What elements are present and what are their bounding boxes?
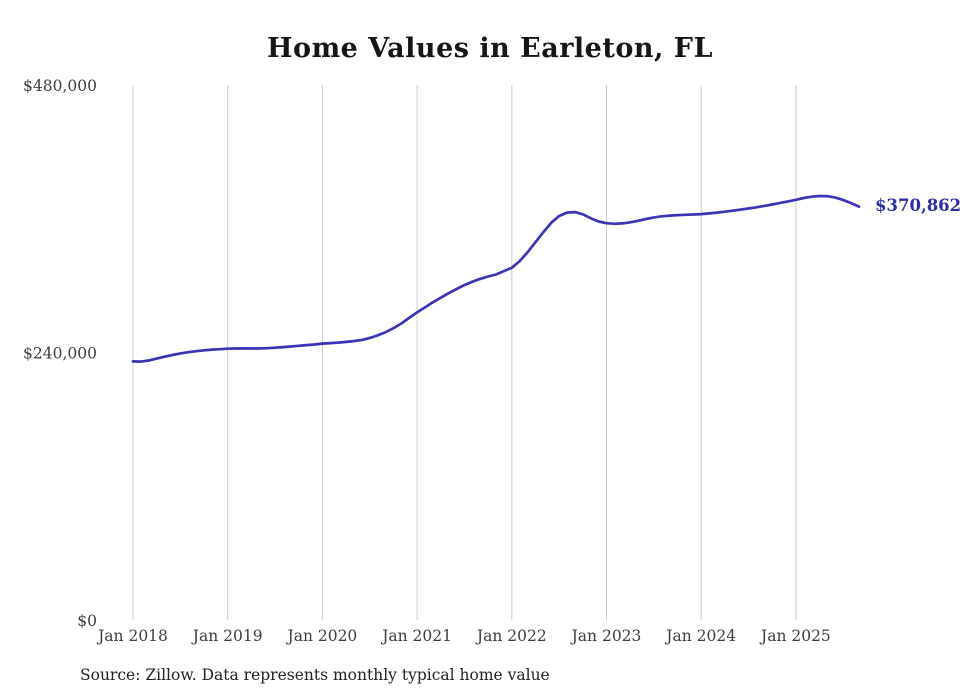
- x-axis-tick-label: Jan 2019: [191, 627, 263, 645]
- y-axis-tick-label: $240,000: [23, 345, 97, 363]
- y-axis-tick-label: $480,000: [23, 77, 97, 95]
- x-axis-tick-label: Jan 2022: [475, 627, 547, 645]
- x-axis-tick-label: Jan 2023: [570, 627, 642, 645]
- source-note: Source: Zillow. Data represents monthly …: [80, 666, 550, 684]
- home-value-series-line: [131, 194, 861, 363]
- y-axis-tick-label: $0: [77, 612, 97, 630]
- x-axis-tick-label: Jan 2020: [285, 627, 357, 645]
- x-axis-tick-label: Jan 2018: [96, 627, 168, 645]
- end-value-label: $370,862: [875, 195, 962, 215]
- x-axis-tick-label: Jan 2024: [664, 627, 736, 645]
- x-axis-tick-label: Jan 2025: [759, 627, 831, 645]
- x-axis-tick-label: Jan 2021: [380, 627, 452, 645]
- chart-title: Home Values in Earleton, FL: [267, 33, 713, 64]
